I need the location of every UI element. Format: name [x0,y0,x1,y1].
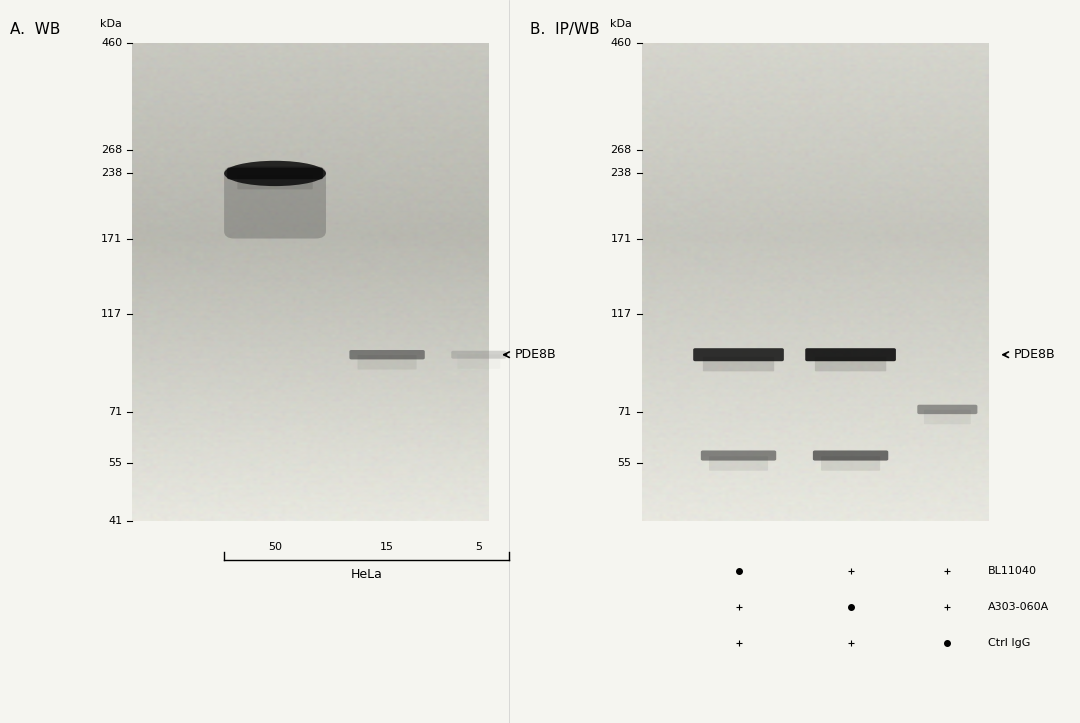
Text: 55: 55 [618,458,632,468]
FancyBboxPatch shape [923,410,971,424]
FancyBboxPatch shape [451,351,507,359]
Text: kDa: kDa [610,19,632,29]
Text: PDE8B: PDE8B [1013,348,1055,362]
FancyBboxPatch shape [917,405,977,414]
Text: PDE8B: PDE8B [514,348,556,362]
FancyBboxPatch shape [350,350,424,359]
Text: 268: 268 [102,145,122,155]
Text: 55: 55 [108,458,122,468]
Text: 117: 117 [102,309,122,319]
Text: kDa: kDa [100,19,122,29]
Text: B.  IP/WB: B. IP/WB [529,22,599,37]
FancyBboxPatch shape [693,348,784,362]
FancyBboxPatch shape [703,357,774,372]
Text: 171: 171 [610,234,632,244]
Text: 5: 5 [475,542,483,552]
Text: 71: 71 [108,407,122,417]
FancyBboxPatch shape [815,357,887,372]
Text: 71: 71 [618,407,632,417]
FancyBboxPatch shape [821,456,880,471]
Text: 238: 238 [102,168,122,179]
Text: 268: 268 [610,145,632,155]
Text: 50: 50 [268,542,282,552]
FancyBboxPatch shape [225,166,326,239]
Text: Ctrl IgG: Ctrl IgG [988,638,1030,649]
Text: 460: 460 [610,38,632,48]
FancyBboxPatch shape [806,348,896,362]
Text: HeLa: HeLa [351,568,382,581]
Ellipse shape [225,161,326,186]
Text: 238: 238 [610,168,632,179]
Text: 41: 41 [108,515,122,526]
Text: BL11040: BL11040 [988,566,1037,576]
FancyBboxPatch shape [813,450,888,461]
FancyBboxPatch shape [227,168,323,179]
Text: 117: 117 [610,309,632,319]
FancyBboxPatch shape [701,450,777,461]
Text: 460: 460 [102,38,122,48]
Text: A303-060A: A303-060A [988,602,1050,612]
Text: A.  WB: A. WB [10,22,60,37]
Text: 15: 15 [380,542,394,552]
FancyBboxPatch shape [708,456,768,471]
Text: 171: 171 [102,234,122,244]
FancyBboxPatch shape [357,355,417,369]
FancyBboxPatch shape [238,175,313,189]
